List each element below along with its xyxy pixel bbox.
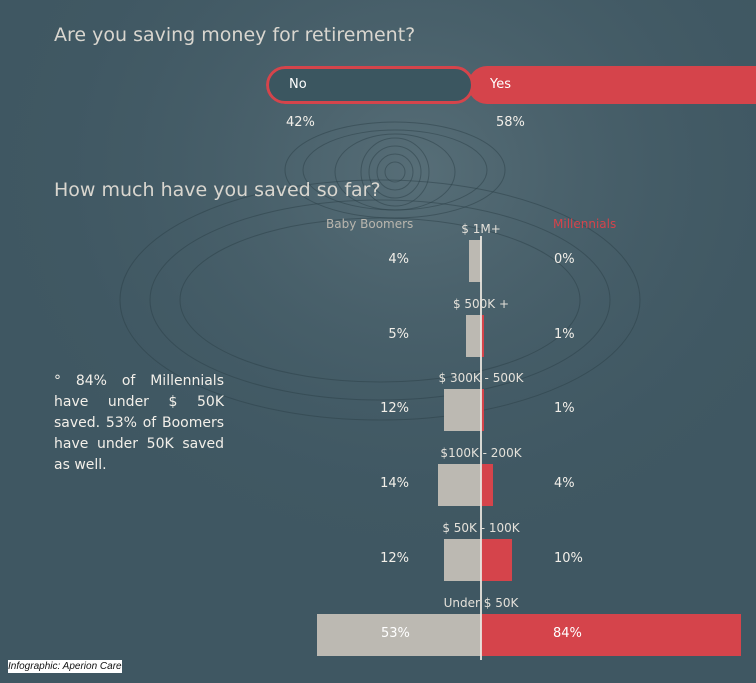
boomers-bar bbox=[443, 539, 481, 581]
millennials-bar bbox=[481, 464, 494, 506]
millennials-header: Millennials bbox=[553, 217, 617, 231]
millennials-value-label: 4% bbox=[554, 476, 575, 491]
millennials-value-label: 10% bbox=[554, 551, 583, 566]
millennials-value-label: 1% bbox=[554, 327, 575, 342]
bracket-label: $ 1M+ bbox=[461, 222, 501, 236]
millennials-bar bbox=[481, 315, 485, 357]
boomers-bar bbox=[465, 315, 481, 357]
boomers-bar bbox=[468, 240, 481, 282]
answer-yes-percent: 58% bbox=[496, 115, 525, 130]
savings-note: ° 84% of Millennials have under $ 50K sa… bbox=[54, 373, 224, 473]
boomers-value-label: 14% bbox=[380, 476, 409, 491]
millennials-value-label: 1% bbox=[554, 401, 575, 416]
answer-no-segment: No bbox=[266, 66, 474, 104]
question-retirement: Are you saving money for retirement? bbox=[54, 24, 416, 46]
boomers-bar bbox=[443, 389, 481, 431]
boomers-value-label: 12% bbox=[380, 401, 409, 416]
boomers-bar bbox=[316, 614, 481, 656]
millennials-bar bbox=[481, 539, 512, 581]
answer-yes-segment: Yes bbox=[468, 66, 756, 104]
millennials-value-label: 0% bbox=[554, 252, 575, 267]
baby-boomers-header: Baby Boomers bbox=[326, 217, 414, 231]
boomers-bar bbox=[437, 464, 481, 506]
millennials-value-label: 84% bbox=[553, 626, 582, 641]
millennials-bar bbox=[481, 614, 742, 656]
boomers-value-label: 12% bbox=[380, 551, 409, 566]
boomers-value-label: 5% bbox=[388, 327, 409, 342]
millennials-bar bbox=[481, 389, 485, 431]
infographic-credit: Infographic: Aperion Care bbox=[8, 660, 122, 673]
boomers-value-label: 4% bbox=[388, 252, 409, 267]
center-axis-line bbox=[480, 236, 482, 660]
boomers-value-label: 53% bbox=[381, 626, 410, 641]
question-savings: How much have you saved so far? bbox=[54, 179, 381, 201]
answer-no-percent: 42% bbox=[286, 115, 315, 130]
retirement-answer-bar: No Yes bbox=[266, 66, 756, 104]
